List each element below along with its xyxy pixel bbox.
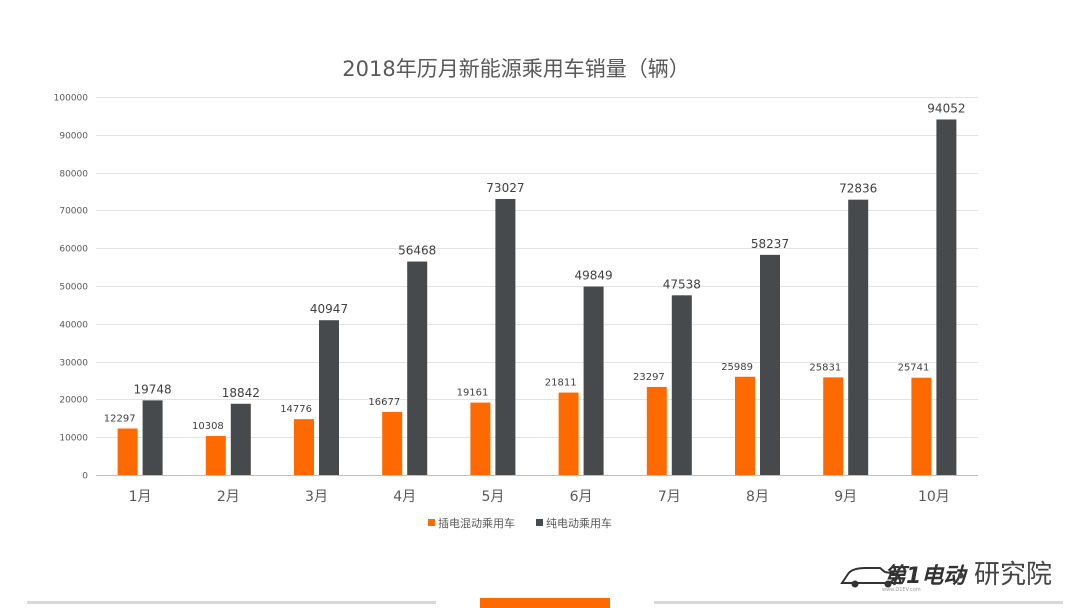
x-axis-ticks: 1月 2月 3月 4月 5月 6月 7月 8月 9月 10月 [129, 489, 950, 505]
data-label: 19748 [134, 382, 172, 396]
bar-phev [294, 419, 314, 475]
data-label: 73027 [486, 181, 524, 195]
data-label: 72836 [839, 182, 877, 196]
y-tick-label: 90000 [59, 132, 88, 142]
y-tick-label: 60000 [59, 245, 88, 255]
brand-suffix: 研究院 [974, 560, 1052, 590]
chart-title: 2018年历月新能源乘用车销量（辆） [342, 57, 689, 81]
data-label: 25989 [721, 362, 753, 373]
brand-logo: 第1电动 www.D1EV.com • 研究院 [840, 560, 1052, 593]
bar-bev [936, 119, 957, 476]
x-tick-label: 3月 [305, 489, 328, 505]
bar-bev [407, 261, 428, 475]
grid-lines [96, 97, 978, 476]
x-tick-label: 9月 [834, 489, 857, 505]
x-tick-label: 4月 [393, 489, 416, 505]
footer-line-right [654, 601, 1063, 604]
footer-bar [27, 598, 1063, 608]
x-tick-label: 5月 [481, 489, 504, 505]
y-tick-label: 20000 [59, 396, 88, 406]
data-label: 14776 [280, 404, 312, 415]
legend-swatch [536, 519, 543, 526]
x-tick-label: 7月 [658, 489, 681, 505]
y-tick-label: 40000 [59, 321, 88, 331]
data-label: 12297 [104, 414, 136, 425]
bar-bev [760, 254, 780, 475]
bars [117, 119, 957, 476]
bar-bev [848, 199, 869, 475]
data-label: 40947 [310, 302, 348, 316]
bar-phev [470, 402, 491, 475]
data-label: 10308 [192, 421, 224, 432]
data-label: 47538 [663, 277, 701, 291]
data-label: 58237 [751, 237, 789, 251]
footer-line-left [27, 601, 436, 604]
y-tick-label: 10000 [59, 434, 88, 444]
data-label: 19161 [457, 388, 489, 399]
data-label: 25831 [809, 362, 841, 373]
data-label: 18842 [222, 386, 260, 400]
bar-phev [823, 377, 844, 475]
brand-separator: • [955, 564, 967, 588]
legend-label: 纯电动乘用车 [546, 516, 612, 530]
data-label: 49849 [575, 269, 613, 283]
data-label: 16677 [368, 397, 400, 408]
y-tick-label: 0 [82, 472, 88, 482]
bar-bev [319, 320, 339, 475]
data-label: 25741 [898, 363, 930, 374]
y-tick-label: 70000 [59, 207, 88, 217]
bar-phev [382, 411, 403, 475]
data-label: 94052 [927, 101, 965, 115]
y-tick-label: 100000 [54, 94, 89, 104]
bar-phev [558, 392, 579, 475]
brand-logo-sub: www.D1EV.com [882, 587, 921, 593]
bar-phev [911, 377, 932, 475]
y-tick-label: 50000 [59, 283, 88, 293]
bar-phev [205, 436, 226, 475]
bar-bev [583, 286, 604, 475]
brand-logo-text: 第1电动 [884, 563, 968, 589]
legend: 插电混动乘用车 纯电动乘用车 [428, 516, 612, 530]
bar-phev [646, 386, 667, 475]
y-tick-label: 80000 [59, 170, 88, 180]
x-tick-label: 6月 [570, 489, 593, 505]
legend-swatch [428, 519, 435, 526]
car-icon [840, 567, 901, 588]
bar-bev [142, 400, 163, 475]
data-labels: 12297 19748 10308 18842 14776 40947 16677 56468… [104, 101, 966, 432]
data-label: 21811 [545, 378, 577, 389]
data-label: 56468 [398, 244, 436, 258]
y-tick-label: 30000 [59, 359, 88, 369]
bar-phev [117, 428, 138, 475]
legend-label: 插电混动乘用车 [438, 516, 515, 530]
bar-bev [671, 295, 692, 475]
bar-bev [495, 198, 516, 475]
x-tick-label: 8月 [746, 489, 769, 505]
bar-phev [735, 376, 755, 475]
x-tick-label: 10月 [918, 489, 950, 505]
data-label: 23297 [633, 372, 665, 383]
bar-bev [230, 403, 251, 475]
x-tick-label: 1月 [129, 489, 152, 505]
x-tick-label: 2月 [217, 489, 240, 505]
footer-accent-block [480, 598, 610, 608]
y-axis-ticks: 0 10000 20000 30000 40000 50000 60000 70000 8000… [54, 94, 89, 482]
